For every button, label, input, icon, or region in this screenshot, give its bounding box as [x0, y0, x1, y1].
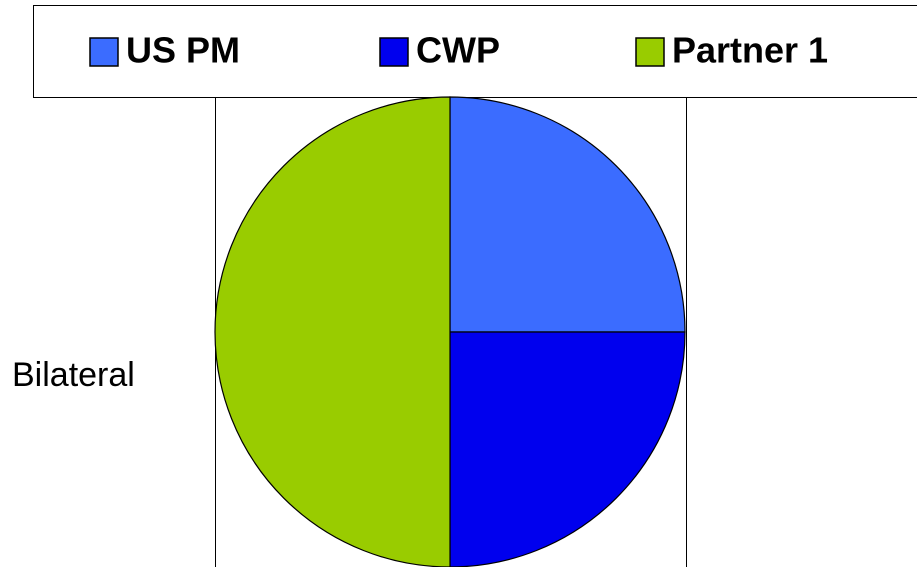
pie — [214, 96, 686, 567]
legend-label: Partner 1 — [672, 30, 828, 71]
pie-slice — [449, 331, 686, 567]
pie-slice — [214, 96, 451, 567]
legend-label: US PM — [126, 30, 240, 71]
category-label: Bilateral — [12, 356, 135, 394]
legend: US PM CWP Partner 1 — [89, 30, 828, 71]
legend-swatch — [89, 37, 119, 67]
legend-swatch — [379, 37, 409, 67]
legend-swatch — [635, 37, 665, 67]
legend-box — [33, 5, 917, 98]
pie-slice — [449, 96, 686, 333]
legend-label: CWP — [416, 30, 500, 71]
